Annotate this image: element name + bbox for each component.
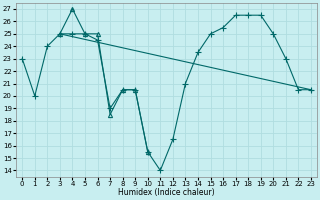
X-axis label: Humidex (Indice chaleur): Humidex (Indice chaleur)	[118, 188, 215, 197]
